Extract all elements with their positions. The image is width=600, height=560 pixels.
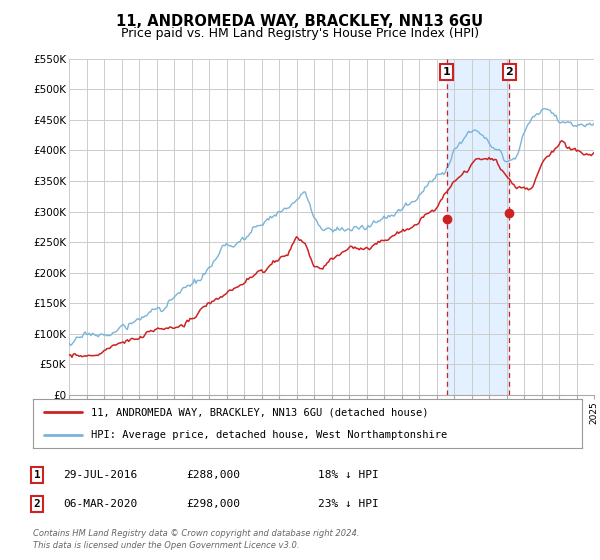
Bar	[446, 59, 509, 395]
Text: 11, ANDROMEDA WAY, BRACKLEY, NN13 6GU: 11, ANDROMEDA WAY, BRACKLEY, NN13 6GU	[116, 14, 484, 29]
Text: 11, ANDROMEDA WAY, BRACKLEY, NN13 6GU (detached house): 11, ANDROMEDA WAY, BRACKLEY, NN13 6GU (d…	[91, 407, 428, 417]
Text: Price paid vs. HM Land Registry's House Price Index (HPI): Price paid vs. HM Land Registry's House …	[121, 27, 479, 40]
Text: 06-MAR-2020: 06-MAR-2020	[63, 499, 137, 509]
Text: 29-JUL-2016: 29-JUL-2016	[63, 470, 137, 480]
Text: 2: 2	[34, 499, 41, 509]
Text: Contains HM Land Registry data © Crown copyright and database right 2024.: Contains HM Land Registry data © Crown c…	[33, 529, 359, 538]
Text: This data is licensed under the Open Government Licence v3.0.: This data is licensed under the Open Gov…	[33, 541, 299, 550]
Text: £298,000: £298,000	[186, 499, 240, 509]
Text: 1: 1	[443, 67, 451, 77]
Text: 23% ↓ HPI: 23% ↓ HPI	[318, 499, 379, 509]
Text: 18% ↓ HPI: 18% ↓ HPI	[318, 470, 379, 480]
Text: £288,000: £288,000	[186, 470, 240, 480]
Text: 2: 2	[506, 67, 514, 77]
Text: HPI: Average price, detached house, West Northamptonshire: HPI: Average price, detached house, West…	[91, 430, 447, 440]
Text: 1: 1	[34, 470, 41, 480]
